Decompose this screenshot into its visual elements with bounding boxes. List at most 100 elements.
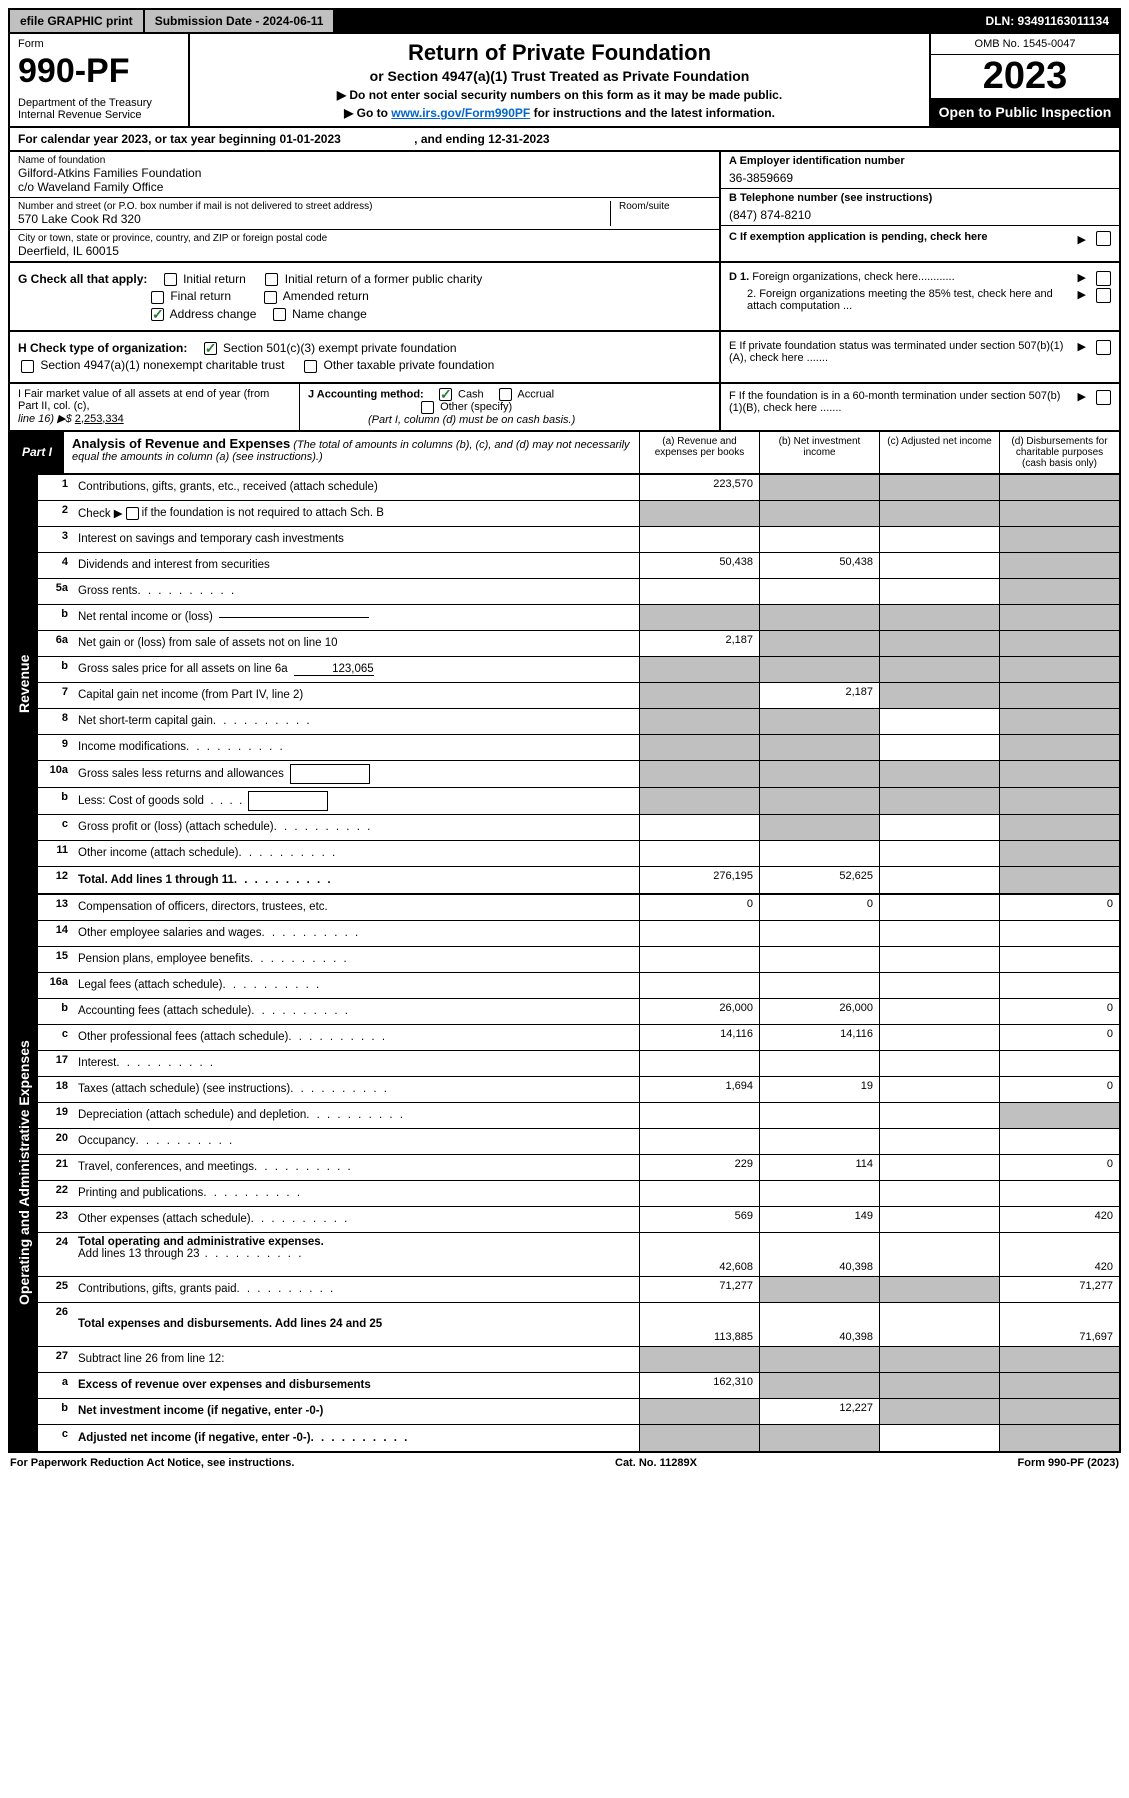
submission-date: Submission Date - 2024-06-11 [145,10,336,32]
row-18-d: 0 [999,1077,1119,1102]
row-10a: 10a Gross sales less returns and allowan… [38,761,1119,788]
street-label: Number and street (or P.O. box number if… [18,201,602,212]
d1-text: Foreign organizations, check here.......… [752,271,954,283]
ein-row: A Employer identification number 36-3859… [721,152,1119,189]
i-label: I Fair market value of all assets at end… [18,388,269,412]
row-19: 19Depreciation (attach schedule) and dep… [38,1103,1119,1129]
form-note-1: ▶ Do not enter social security numbers o… [198,88,921,102]
j-other-checkbox[interactable] [421,401,434,414]
row-13-desc: Compensation of officers, directors, tru… [74,895,639,920]
row-16c-d: 0 [999,1025,1119,1050]
e-text: E If private foundation status was termi… [729,340,1074,364]
row-16c: cOther professional fees (attach schedul… [38,1025,1119,1051]
city-row: City or town, state or province, country… [10,230,719,261]
h-opt-3: Other taxable private foundation [324,358,495,372]
row-6b: b Gross sales price for all assets on li… [38,657,1119,683]
j-accrual: Accrual [517,388,554,400]
h-other-taxable-checkbox[interactable] [304,360,317,373]
row-2-checkbox[interactable] [126,507,139,520]
row-16a: 16aLegal fees (attach schedule) [38,973,1119,999]
row-25-a: 71,277 [639,1277,759,1302]
row-24-a: 42,608 [639,1233,759,1276]
g-initial-former-checkbox[interactable] [265,273,278,286]
row-26-d: 71,697 [999,1303,1119,1346]
g-initial-return-checkbox[interactable] [164,273,177,286]
row-13-d: 0 [999,895,1119,920]
row-21-d: 0 [999,1155,1119,1180]
c-checkbox[interactable] [1096,231,1111,246]
g-line: G Check all that apply: Initial return I… [18,272,711,286]
street-row: Number and street (or P.O. box number if… [10,198,719,230]
f-cell: F If the foundation is in a 60-month ter… [719,384,1119,430]
row-21-a: 229 [639,1155,759,1180]
d1-checkbox[interactable] [1096,271,1111,286]
row-7-b: 2,187 [759,683,879,708]
g-opt-1: Initial return of a former public charit… [285,272,482,286]
row-11-desc: Other income (attach schedule) [74,841,639,866]
row-1-desc: Contributions, gifts, grants, etc., rece… [74,475,639,500]
revenue-side-tab: Revenue [10,475,38,893]
g-amended-checkbox[interactable] [264,291,277,304]
row-23-desc: Other expenses (attach schedule) [74,1207,639,1232]
d2-row: 2. Foreign organizations meeting the 85%… [729,288,1111,312]
department: Department of the Treasury Internal Reve… [18,97,180,121]
g-final-return-checkbox[interactable] [151,291,164,304]
f-checkbox[interactable] [1096,390,1111,405]
row-15-desc: Pension plans, employee benefits [74,947,639,972]
d2-checkbox[interactable] [1096,288,1111,303]
form-subtitle: or Section 4947(a)(1) Trust Treated as P… [198,68,921,84]
row-27: 27Subtract line 26 from line 12: [38,1347,1119,1373]
instructions-link[interactable]: www.irs.gov/Form990PF [391,106,530,120]
row-8-desc: Net short-term capital gain [74,709,639,734]
row-23-b: 149 [759,1207,879,1232]
efile-print-button[interactable]: efile GRAPHIC print [10,10,145,32]
ein-label: A Employer identification number [729,155,1111,167]
j-cash-checkbox[interactable] [439,388,452,401]
row-9: 9Income modifications [38,735,1119,761]
g-label: G Check all that apply: [18,272,147,286]
j-other: Other (specify) [440,401,512,413]
g-address-change-checkbox[interactable] [151,308,164,321]
row-19-desc: Depreciation (attach schedule) and deple… [74,1103,639,1128]
e-checkbox[interactable] [1096,340,1111,355]
section-i-j-f: I Fair market value of all assets at end… [8,384,1121,432]
row-27b-desc: Net investment income (if negative, ente… [74,1399,639,1424]
row-17: 17Interest [38,1051,1119,1077]
entity-block: Name of foundation Gilford-Atkins Famili… [8,152,1121,263]
row-16c-a: 14,116 [639,1025,759,1050]
j-cash: Cash [458,388,484,400]
h-4947-checkbox[interactable] [21,360,34,373]
h-opt-1: Section 501(c)(3) exempt private foundat… [223,341,456,355]
form-header: Form 990-PF Department of the Treasury I… [8,34,1121,128]
ein-val: 36-3859669 [729,171,1111,185]
row-26-desc: Total expenses and disbursements. Add li… [74,1303,639,1346]
row-4-desc: Dividends and interest from securities [74,553,639,578]
city-val: Deerfield, IL 60015 [18,244,711,258]
j-accrual-checkbox[interactable] [499,388,512,401]
row-27b-b: 12,227 [759,1399,879,1424]
f-text: F If the foundation is in a 60-month ter… [729,390,1074,414]
i-val: 2,253,334 [75,413,124,425]
row-27a-a: 162,310 [639,1373,759,1398]
row-16b: bAccounting fees (attach schedule) 26,00… [38,999,1119,1025]
form-note-2: ▶ Go to www.irs.gov/Form990PF for instru… [198,106,921,120]
j-note: (Part I, column (d) must be on cash basi… [308,414,575,426]
g-name-change-checkbox[interactable] [273,308,286,321]
year-block: OMB No. 1545-0047 2023 Open to Public In… [929,34,1119,126]
row-25-d: 71,277 [999,1277,1119,1302]
row-16b-a: 26,000 [639,999,759,1024]
top-bar: efile GRAPHIC print Submission Date - 20… [8,8,1121,34]
row-12-a: 276,195 [639,867,759,893]
name-label: Name of foundation [18,155,711,166]
foundation-name-1: Gilford-Atkins Families Foundation [18,166,711,180]
row-21-b: 114 [759,1155,879,1180]
row-4-b: 50,438 [759,553,879,578]
footer-right: Form 990-PF (2023) [1018,1457,1119,1469]
h-501c3-checkbox[interactable] [204,342,217,355]
g-opt-0: Initial return [183,272,246,286]
goto-pre: ▶ Go to [344,106,391,120]
row-4-a: 50,438 [639,553,759,578]
row-2: 2 Check ▶ if the foundation is not requi… [38,501,1119,527]
j-label: J Accounting method: [308,388,424,400]
row-22-desc: Printing and publications [74,1181,639,1206]
